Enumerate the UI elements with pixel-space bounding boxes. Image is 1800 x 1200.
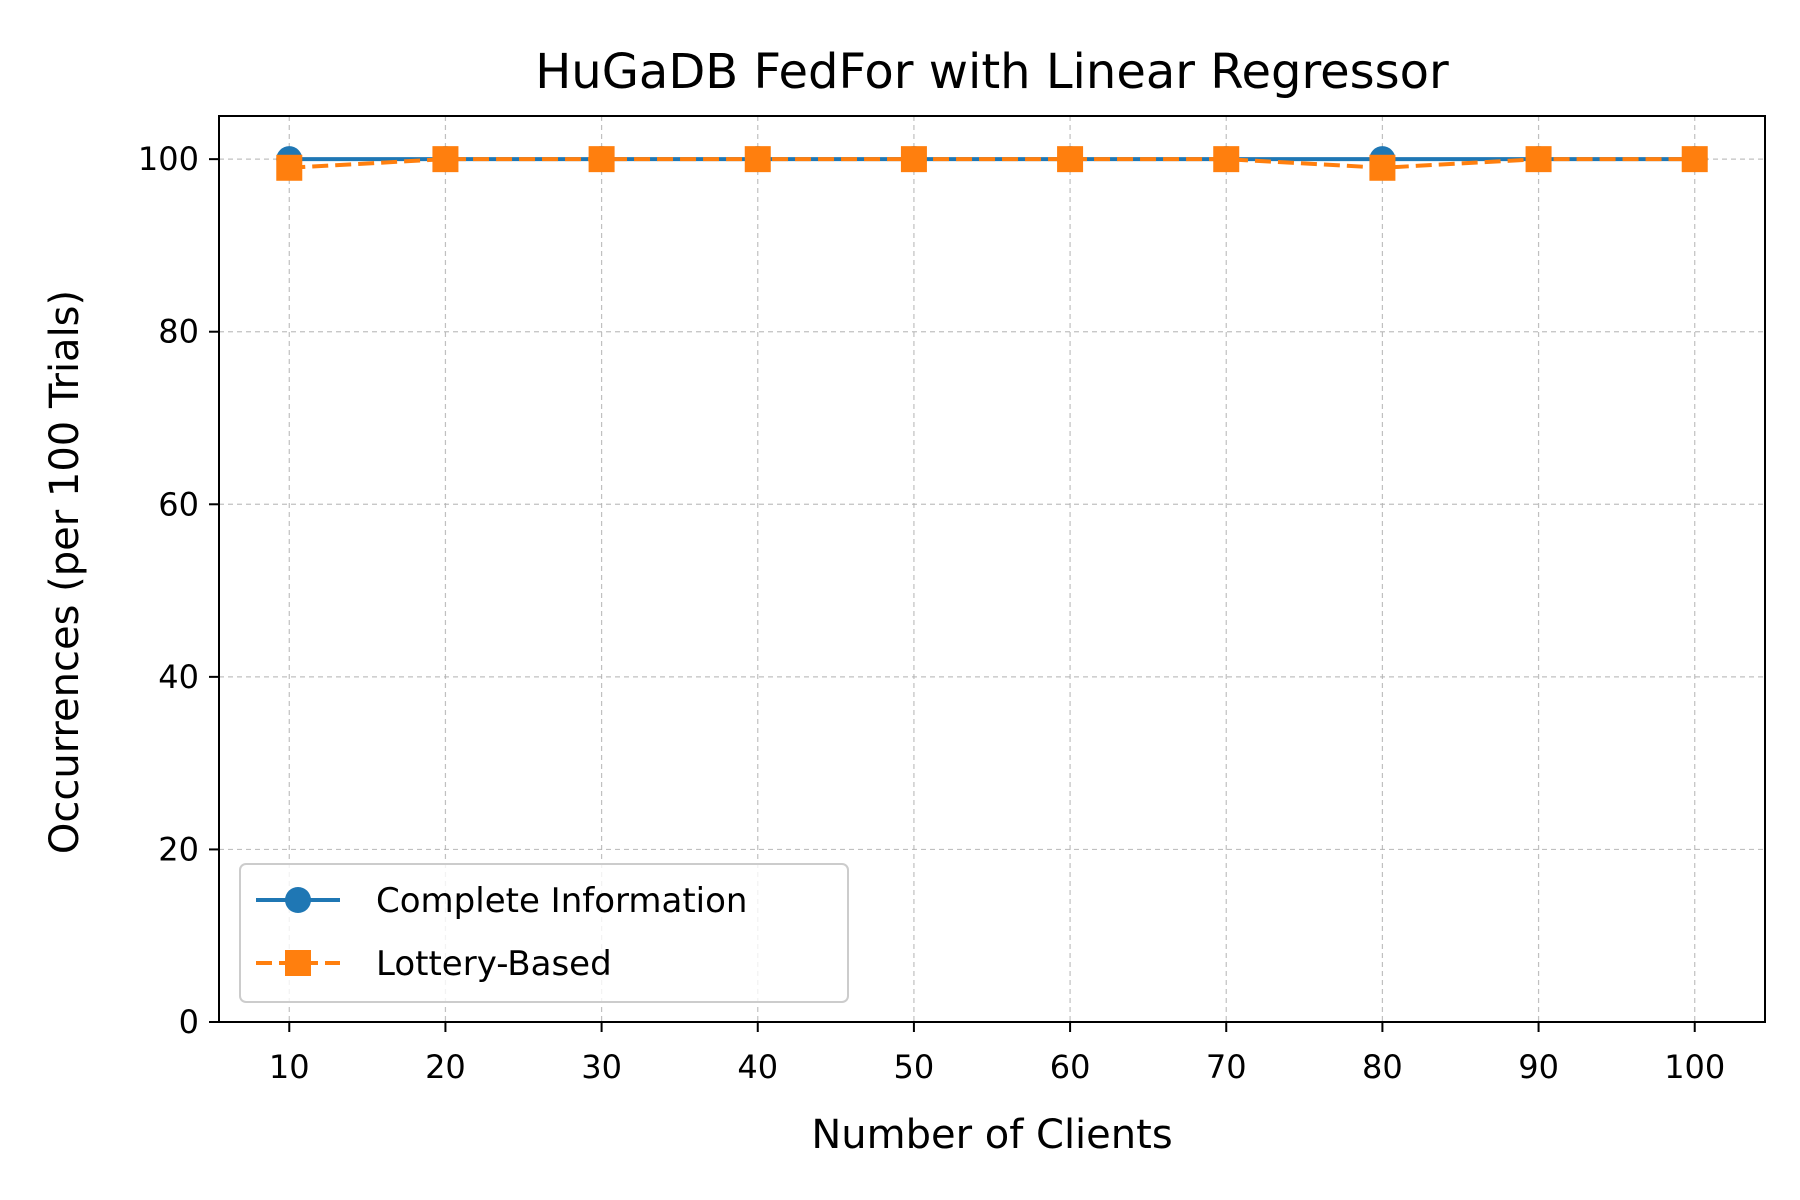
plot-frame bbox=[218, 115, 1766, 1023]
legend-marker bbox=[285, 950, 311, 976]
y-tick-label: 100 bbox=[138, 140, 199, 178]
axis-ticks: 10 20 30 40 50 60 70 80 90 100 0 20 40 60 80 100 bbox=[138, 140, 1725, 1086]
x-tick-label: 40 bbox=[737, 1048, 778, 1086]
y-tick-label: 0 bbox=[179, 1003, 199, 1041]
data-point bbox=[900, 146, 927, 173]
data-point bbox=[276, 154, 303, 181]
data-point bbox=[1369, 154, 1396, 181]
data-point bbox=[1057, 146, 1084, 173]
x-axis-title: Number of Clients bbox=[811, 1112, 1172, 1158]
x-tick-label: 70 bbox=[1206, 1048, 1247, 1086]
legend: Complete Information Lottery-Based bbox=[239, 863, 849, 1003]
series-line bbox=[289, 157, 1695, 170]
y-tick-label: 20 bbox=[158, 830, 199, 868]
data-point bbox=[1681, 146, 1708, 173]
x-tick-label: 60 bbox=[1050, 1048, 1091, 1086]
x-tick-label: 100 bbox=[1664, 1048, 1725, 1086]
legend-box bbox=[239, 863, 849, 1003]
chart-title: HuGaDB FedFor with Linear Regressor bbox=[535, 44, 1449, 100]
series-layer bbox=[276, 146, 1708, 181]
data-point bbox=[1525, 146, 1552, 173]
x-tick-label: 50 bbox=[894, 1048, 935, 1086]
data-point bbox=[744, 146, 771, 173]
y-axis-title: Occurrences (per 100 Trials) bbox=[42, 290, 88, 854]
y-tick-label: 40 bbox=[158, 658, 199, 696]
x-tick-label: 10 bbox=[269, 1048, 310, 1086]
legend-label: Complete Information bbox=[376, 881, 747, 921]
x-tick-label: 90 bbox=[1518, 1048, 1559, 1086]
data-point bbox=[1213, 146, 1240, 173]
data-point bbox=[588, 146, 615, 173]
x-tick-label: 30 bbox=[581, 1048, 622, 1086]
data-point bbox=[432, 146, 459, 173]
x-tick-label: 20 bbox=[425, 1048, 466, 1086]
series-2 bbox=[276, 146, 1708, 181]
y-tick-label: 60 bbox=[158, 485, 199, 523]
legend-label: Lottery-Based bbox=[376, 944, 612, 984]
legend-marker bbox=[285, 887, 311, 913]
x-tick-label: 80 bbox=[1362, 1048, 1403, 1086]
grid bbox=[219, 116, 1765, 1022]
legend-items: Complete Information Lottery-Based bbox=[256, 881, 747, 984]
y-tick-label: 80 bbox=[158, 313, 199, 351]
